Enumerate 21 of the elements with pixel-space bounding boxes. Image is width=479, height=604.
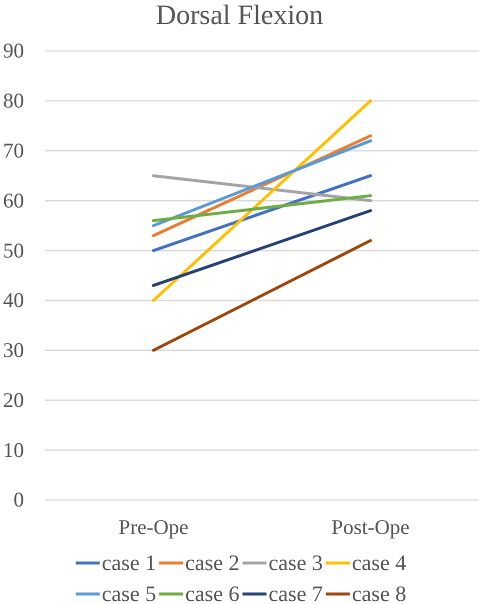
chart-title: Dorsal Flexion: [156, 0, 324, 31]
y-tick-label: 90: [3, 38, 24, 63]
y-tick-label: 20: [3, 388, 24, 412]
legend-label: case 6: [185, 581, 240, 604]
y-tick-label: 80: [3, 88, 24, 113]
x-tick-label: Pre-Ope: [118, 514, 188, 539]
legend-label: case 5: [102, 581, 156, 604]
legend-label: case 4: [352, 550, 406, 575]
y-tick-label: 70: [3, 138, 24, 162]
y-tick-label: 10: [3, 438, 24, 462]
y-tick-label: 60: [3, 188, 24, 212]
legend-label: case 1: [102, 550, 156, 575]
legend-label: case 8: [352, 581, 406, 604]
legend-label: case 3: [268, 550, 323, 575]
y-tick-label: 0: [14, 488, 24, 512]
x-tick-label: Post-Ope: [331, 514, 410, 539]
y-tick-label: 40: [3, 288, 24, 312]
y-tick-label: 50: [3, 238, 24, 262]
y-tick-label: 30: [3, 338, 24, 362]
legend-label: case 7: [268, 581, 323, 604]
legend-label: case 2: [185, 550, 240, 575]
